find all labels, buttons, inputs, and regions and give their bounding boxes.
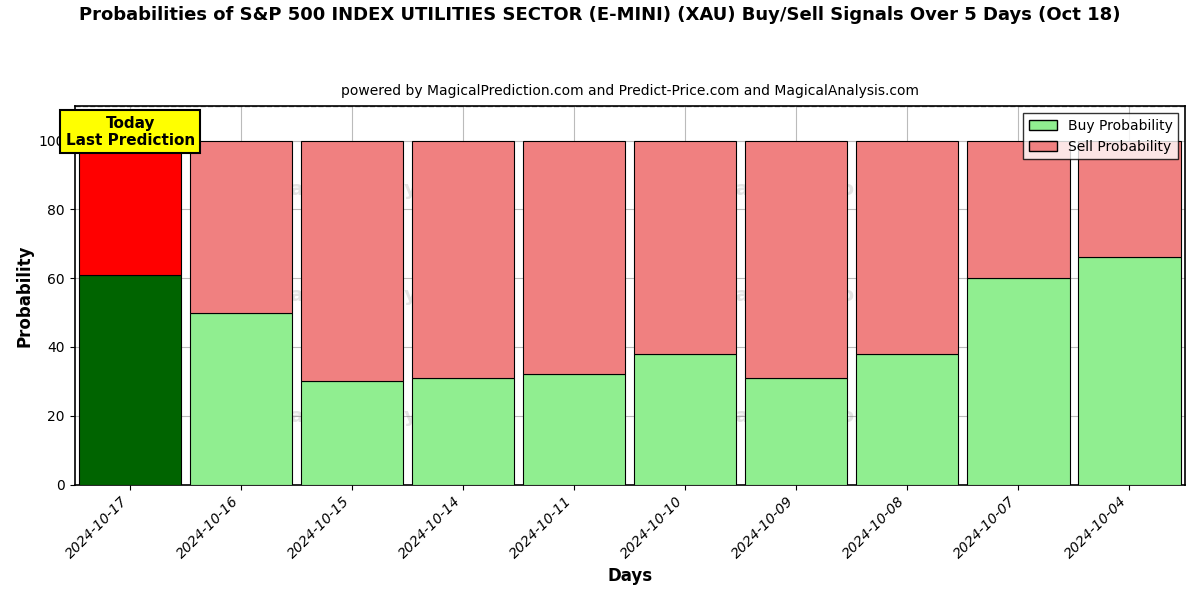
Bar bbox=[190, 140, 293, 313]
X-axis label: Days: Days bbox=[607, 567, 653, 585]
Bar bbox=[967, 140, 1069, 278]
Text: MagicalAnalysis.com: MagicalAnalysis.com bbox=[271, 286, 499, 305]
Title: powered by MagicalPrediction.com and Predict-Price.com and MagicalAnalysis.com: powered by MagicalPrediction.com and Pre… bbox=[341, 84, 919, 98]
Text: MagicalPrediction.com: MagicalPrediction.com bbox=[672, 286, 922, 305]
Bar bbox=[190, 313, 293, 485]
Bar bbox=[635, 140, 737, 354]
Bar bbox=[301, 382, 403, 485]
Bar bbox=[523, 374, 625, 485]
Bar bbox=[1079, 140, 1181, 257]
Bar bbox=[412, 378, 515, 485]
Bar bbox=[1079, 257, 1181, 485]
Y-axis label: Probability: Probability bbox=[16, 244, 34, 347]
Bar bbox=[412, 140, 515, 378]
Text: Today
Last Prediction: Today Last Prediction bbox=[66, 116, 194, 148]
Text: Probabilities of S&P 500 INDEX UTILITIES SECTOR (E-MINI) (XAU) Buy/Sell Signals : Probabilities of S&P 500 INDEX UTILITIES… bbox=[79, 6, 1121, 24]
Bar bbox=[745, 378, 847, 485]
Bar bbox=[967, 278, 1069, 485]
Bar bbox=[857, 140, 959, 354]
Text: MagicalAnalysis.com: MagicalAnalysis.com bbox=[271, 407, 499, 426]
Text: MagicalPrediction.com: MagicalPrediction.com bbox=[672, 407, 922, 426]
Bar bbox=[635, 354, 737, 485]
Text: MagicalPrediction.com: MagicalPrediction.com bbox=[672, 180, 922, 199]
Bar bbox=[745, 140, 847, 378]
Text: MagicalAnalysis.com: MagicalAnalysis.com bbox=[271, 180, 499, 199]
Bar bbox=[79, 140, 181, 275]
Bar bbox=[301, 140, 403, 382]
Legend: Buy Probability, Sell Probability: Buy Probability, Sell Probability bbox=[1024, 113, 1178, 159]
Bar bbox=[857, 354, 959, 485]
Bar bbox=[523, 140, 625, 374]
Bar bbox=[79, 275, 181, 485]
